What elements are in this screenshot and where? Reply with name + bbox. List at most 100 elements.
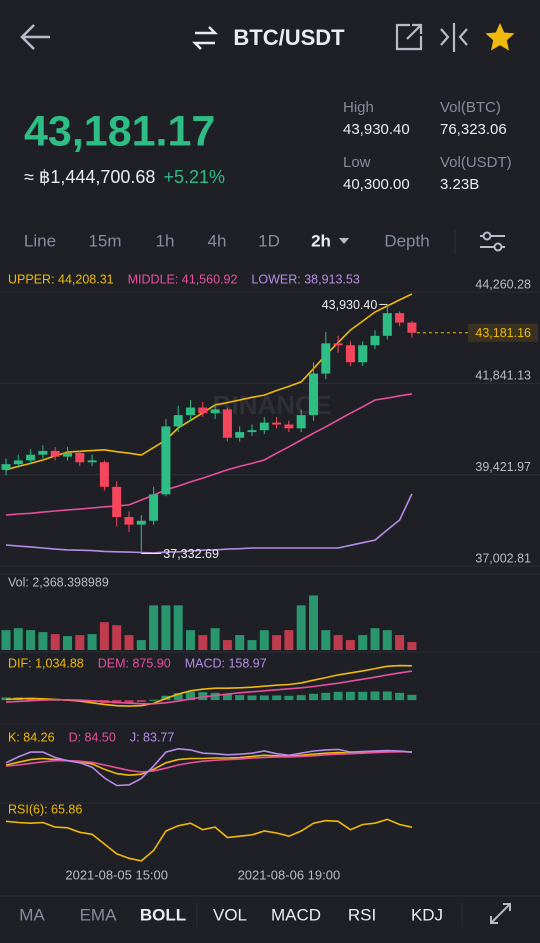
favorite-star[interactable] [485,23,515,51]
candle-body [99,462,109,487]
candle-body [272,422,282,425]
candle-body [222,409,232,438]
indicator-tab[interactable]: MACD [271,905,321,924]
indicator-line [5,747,412,787]
back-button[interactable] [20,24,50,50]
volume-bar [173,605,183,650]
interval-tab[interactable]: 1D [258,231,280,250]
macd-bar [284,695,294,701]
macd-bar [198,692,208,701]
macd-bar [382,691,392,701]
indicator-tab[interactable]: KDJ [411,905,443,924]
volume-bar [358,635,368,650]
volume-bar [186,630,195,650]
candle-body [63,452,72,457]
volume-bar [296,605,306,650]
legend-item: UPPER: 44,208.31 [8,272,114,286]
macd-bar [247,695,257,701]
candle-body [112,486,122,518]
extreme-label: 37,332.69 [163,547,219,561]
candle-body [345,345,355,363]
candle-body [321,343,331,374]
last-price-label: 43,181.16 [475,326,531,340]
y-tick-label: 39,421.97 [475,460,531,474]
stat-value: 3.23B [440,176,479,193]
macd-bar [222,694,232,701]
volume-bar [407,642,417,650]
volume-bar [235,635,245,650]
stat-label: Vol(USDT) [440,154,512,171]
y-tick-label: 37,002.81 [475,551,531,565]
compare-icon[interactable] [440,23,468,52]
legend-item: DEM: 875.90 [98,656,171,670]
macd-bar [309,693,318,701]
legend-item: LOWER: 38,913.53 [251,272,359,286]
macd-bar [136,700,146,703]
fullscreen-icon[interactable] [490,903,511,924]
indicator-tab[interactable]: EMA [80,905,118,924]
volume-bar [272,635,282,650]
fiat-price: ≈ ฿1,444,700.68 [24,167,155,187]
legend-item: J: 83.77 [130,730,175,744]
candle-body [13,460,23,465]
stat-label: Low [343,154,371,171]
volume-bar [333,635,343,650]
indicator-tab[interactable]: MA [19,905,45,924]
y-tick-label: 41,841.13 [475,369,531,383]
macd-bar [407,694,417,701]
volume-bar [1,630,11,650]
candle-body [333,343,343,346]
candle-body [259,422,269,431]
candle-body [26,454,36,461]
stat-label: High [343,99,374,116]
volume-bar [222,640,232,650]
volume-bar [112,625,122,650]
last-price-tag [468,323,538,342]
candle-body [1,464,11,470]
swap-icon[interactable] [191,26,219,50]
indicator-line [5,670,413,705]
band-line [5,393,413,516]
candle-body [198,407,208,414]
macd-bar [210,692,220,701]
stat-label: Vol(BTC) [440,99,501,116]
volume-bar [259,630,269,650]
interval-tab[interactable]: Line [24,231,56,250]
interval-tab[interactable]: 1h [156,231,175,250]
legend-item: MIDDLE: 41,560.92 [128,272,238,286]
indicator-tab[interactable]: RSI [348,905,376,924]
interval-tab[interactable]: 4h [208,231,227,250]
stat-value: 40,300.00 [343,176,410,193]
volume-bar [13,628,23,650]
volume-bar [99,622,109,650]
legend-item: D: 84.50 [69,730,116,744]
settings-icon[interactable] [480,231,505,252]
candle-body [370,335,380,346]
volume-bar [309,595,318,650]
candle-body [247,430,257,433]
volume-bar [210,628,220,650]
indicator-tab[interactable]: BOLL [140,905,186,924]
interval-tab[interactable]: 15m [88,231,121,250]
volume-bar [50,634,60,650]
candle-body [296,415,306,429]
volume-bar [321,630,331,650]
candle-body [87,460,97,463]
macd-bar [272,695,282,701]
indicator-line [5,818,413,862]
candle-body [173,415,183,427]
indicator-tab[interactable]: VOL [213,905,247,924]
interval-tab[interactable]: Depth [384,231,429,250]
interval-tab[interactable]: 2h [311,231,331,250]
macd-bar [173,693,183,701]
macd-bar [321,692,331,701]
volume-bar [345,640,355,650]
share-icon[interactable] [395,23,423,51]
volume-bar [149,605,159,650]
dropdown-caret [339,238,349,244]
band-line [5,493,413,554]
volume-bar [198,635,208,650]
